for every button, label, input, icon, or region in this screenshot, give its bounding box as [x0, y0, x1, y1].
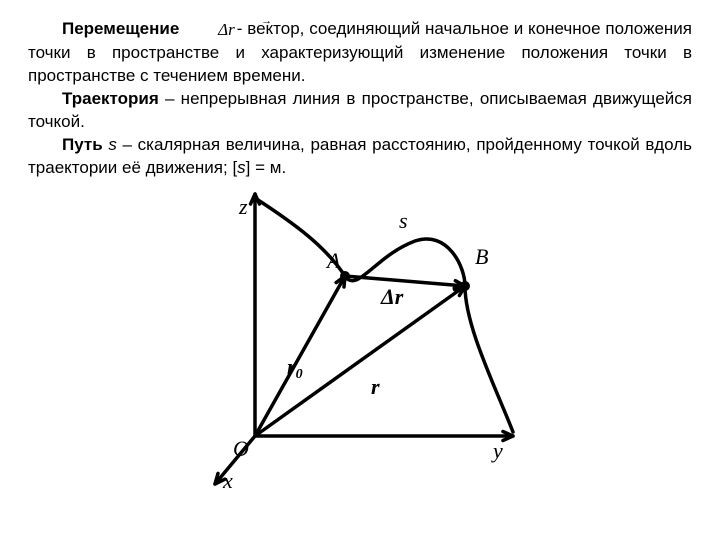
svg-text:r: r [371, 374, 380, 399]
svg-text:B: B [475, 244, 488, 269]
p3-rest1: – скалярная величина, равная расстоянию,… [28, 135, 692, 177]
para-path: Путь s – скалярная величина, равная расс… [28, 134, 692, 180]
p3-rest2: ] = м. [246, 158, 287, 177]
svg-text:y: y [491, 438, 503, 463]
svg-text:Δr: Δr [380, 284, 404, 309]
para-displacement: Перемещение Δr→- вектор, соединяющий нач… [28, 18, 692, 88]
term-trajectory: Траектория [62, 89, 159, 108]
kinematics-diagram: zyxOsABr0rΔr [195, 186, 525, 496]
svg-text:A: A [325, 248, 341, 273]
para-trajectory: Траектория – непрерывная линия в простра… [28, 88, 692, 134]
svg-text:O: O [233, 436, 249, 461]
svg-text:x: x [222, 468, 233, 493]
svg-text:z: z [238, 194, 248, 219]
formula-delta-r: Δr→ [184, 19, 237, 42]
diagram-container: zyxOsABr0rΔr [28, 186, 692, 501]
sym-s2: s [237, 158, 246, 177]
sym-s1: s [108, 135, 117, 154]
svg-text:s: s [399, 208, 408, 233]
term-displacement: Перемещение [62, 19, 179, 38]
term-path: Путь [62, 135, 108, 154]
